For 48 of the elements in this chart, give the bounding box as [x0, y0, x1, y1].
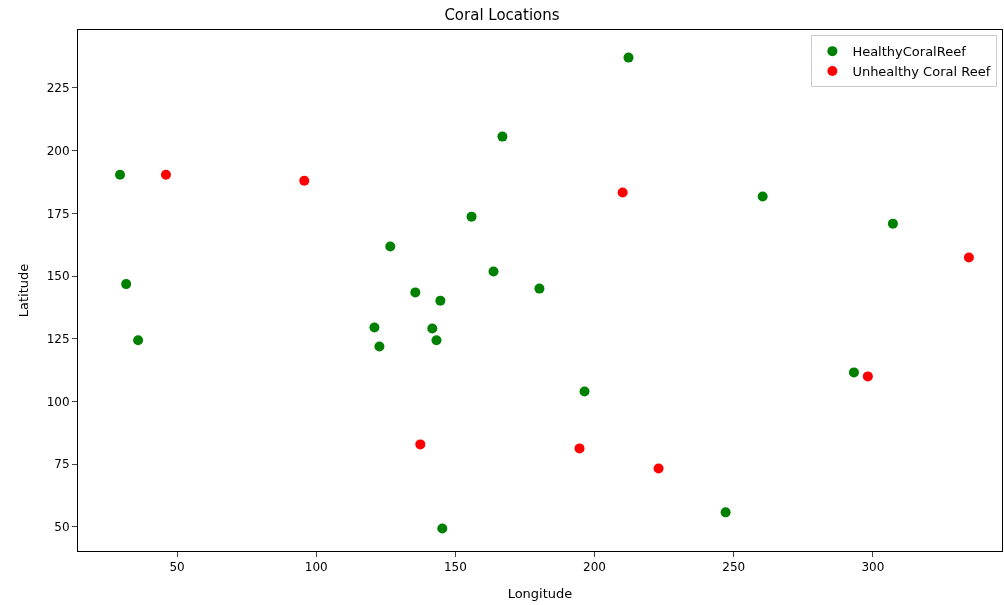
- y-tick-label: 125: [46, 331, 70, 346]
- point: [299, 175, 310, 186]
- point: [720, 507, 731, 518]
- point: [862, 371, 873, 382]
- point: [887, 218, 898, 229]
- point: [848, 367, 859, 378]
- point: [427, 323, 438, 334]
- point: [534, 283, 545, 294]
- x-tick-label: 50: [169, 560, 185, 575]
- point: [115, 169, 126, 180]
- point: [963, 252, 974, 263]
- point: [466, 211, 477, 222]
- x-tick-label: 200: [583, 560, 606, 575]
- point: [617, 187, 628, 198]
- point: [623, 52, 634, 63]
- y-tick-label: 225: [46, 81, 70, 96]
- point: [133, 335, 144, 346]
- y-tick-label: 75: [54, 457, 70, 472]
- y-tick-label: 150: [46, 269, 70, 284]
- legend-label: Unhealthy Coral Reef: [852, 64, 991, 80]
- y-tick-label: 200: [46, 143, 70, 158]
- point: [369, 322, 380, 333]
- point: [160, 169, 171, 180]
- legend-label: HealthyCoralReef: [852, 44, 967, 60]
- point: [497, 131, 508, 142]
- point: [653, 463, 664, 474]
- point: [385, 241, 396, 252]
- x-tick-label: 100: [304, 560, 328, 575]
- point: [121, 279, 132, 290]
- chart-title: Coral Locations: [444, 5, 560, 24]
- point: [415, 439, 426, 450]
- y-tick-label: 175: [46, 206, 70, 221]
- point: [488, 266, 499, 277]
- x-tick-label: 250: [722, 560, 746, 575]
- point: [435, 295, 446, 306]
- point: [374, 341, 385, 352]
- x-axis-title: Longitude: [507, 586, 573, 601]
- point: [757, 191, 768, 202]
- y-tick-label: 100: [46, 394, 70, 409]
- point: [431, 335, 442, 346]
- point: [437, 523, 448, 534]
- y-tick-label: 50: [54, 520, 70, 535]
- point: [579, 386, 590, 397]
- point: [574, 443, 585, 454]
- point: [410, 287, 421, 298]
- y-axis-title: Latitude: [15, 263, 31, 318]
- x-tick-label: 300: [861, 560, 885, 575]
- x-tick-label: 150: [443, 560, 467, 575]
